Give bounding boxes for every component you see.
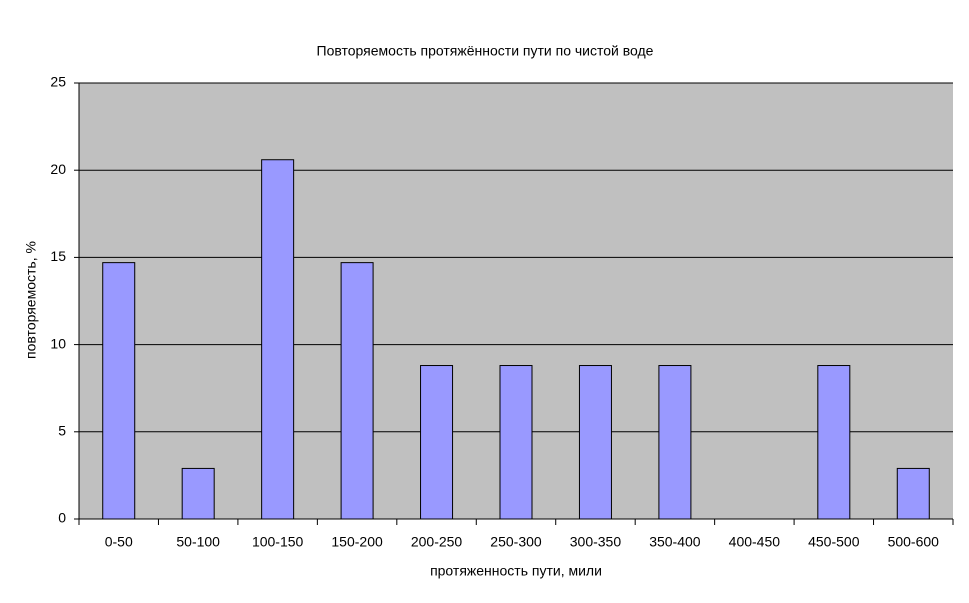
y-axis-label: повторяемость, % <box>23 241 39 359</box>
bar <box>420 365 454 520</box>
bar <box>896 467 930 520</box>
y-tick-label: 25 <box>50 74 66 90</box>
bar <box>499 365 533 520</box>
x-tick-label: 400-450 <box>729 534 781 550</box>
y-tick-label: 15 <box>50 248 66 264</box>
x-tick-label: 500-600 <box>888 534 940 550</box>
bar <box>102 262 136 520</box>
x-tick-label: 350-400 <box>649 534 701 550</box>
y-tick-label: 5 <box>58 423 66 439</box>
bar <box>340 262 374 520</box>
x-tick-label: 450-500 <box>808 534 860 550</box>
x-tick-label: 0-50 <box>105 534 133 550</box>
y-tick-label: 10 <box>50 335 66 351</box>
bar <box>658 365 692 520</box>
x-tick-label: 300-350 <box>570 534 622 550</box>
bar <box>578 365 612 520</box>
x-tick-label: 250-300 <box>490 534 542 550</box>
x-axis-label: протяженность пути, мили <box>430 563 602 579</box>
x-tick-label: 150-200 <box>331 534 383 550</box>
bar <box>817 365 851 520</box>
x-tick-label: 50-100 <box>176 534 220 550</box>
chart-title: Повторяемость протяжённости пути по чист… <box>317 43 654 59</box>
x-tick-label: 200-250 <box>411 534 463 550</box>
x-tick-label: 100-150 <box>252 534 304 550</box>
y-tick-label: 0 <box>58 510 66 526</box>
bar <box>261 159 295 520</box>
bar <box>181 467 215 520</box>
y-tick-label: 20 <box>50 161 66 177</box>
